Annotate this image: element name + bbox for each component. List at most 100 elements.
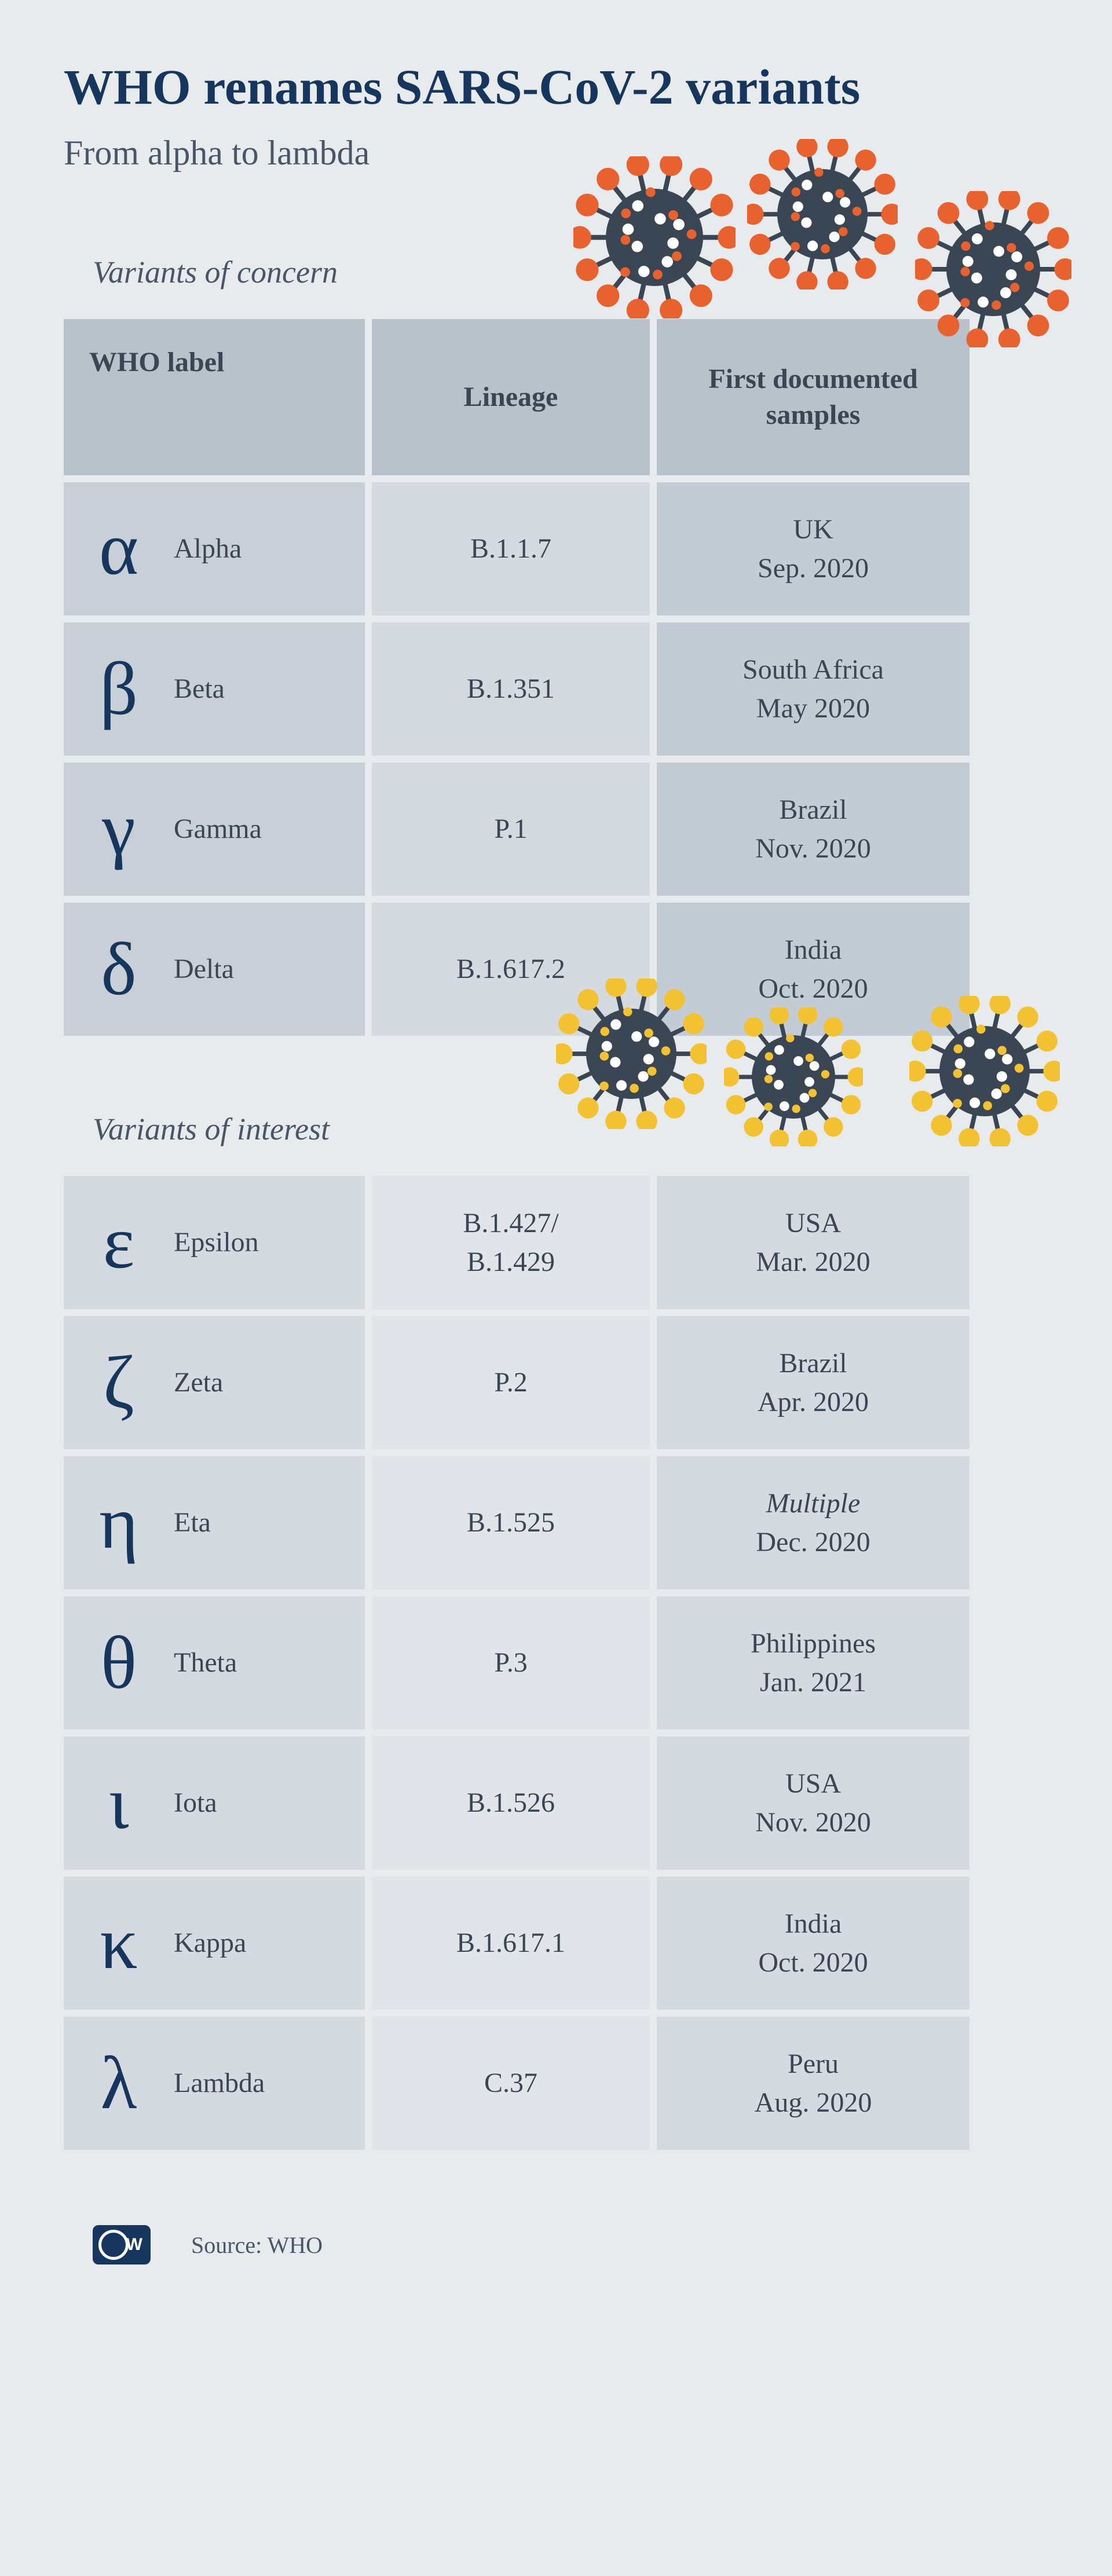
table-row: ι Iota B.1.526 USA Nov. 2020 xyxy=(64,1736,1048,1870)
greek-symbol: ε xyxy=(81,1205,156,1280)
cell-samples: USA Nov. 2020 xyxy=(657,1736,970,1870)
cell-lineage: P.2 xyxy=(372,1316,650,1449)
cell-label: γ Gamma xyxy=(64,763,365,896)
cell-lineage: C.37 xyxy=(372,2017,650,2150)
source-text: Source: WHO xyxy=(191,2231,323,2259)
sample-date: Mar. 2020 xyxy=(756,1243,870,1281)
col-header-lineage: Lineage xyxy=(372,319,650,475)
cell-lineage: B.1.525 xyxy=(372,1456,650,1589)
greek-symbol: θ xyxy=(81,1625,156,1701)
table-row: ε Epsilon B.1.427/B.1.429 USA Mar. 2020 xyxy=(64,1176,1048,1309)
variant-name: Gamma xyxy=(174,809,262,848)
sample-location: USA xyxy=(785,1204,841,1243)
cell-label: λ Lambda xyxy=(64,2017,365,2150)
section-label: Variants of concern xyxy=(93,254,1048,290)
cell-lineage: P.1 xyxy=(372,763,650,896)
variant-name: Lambda xyxy=(174,2064,265,2102)
variant-name: Beta xyxy=(174,669,225,708)
virus-icon xyxy=(724,1007,863,1146)
virus-icon xyxy=(747,139,898,290)
cell-label: θ Theta xyxy=(64,1596,365,1729)
dw-logo: W xyxy=(93,2225,151,2264)
variant-name: Zeta xyxy=(174,1363,223,1402)
sample-location: Multiple xyxy=(766,1484,861,1523)
variant-name: Kappa xyxy=(174,1923,246,1962)
cell-lineage: B.1.1.7 xyxy=(372,482,650,615)
cell-lineage: B.1.617.1 xyxy=(372,1877,650,2010)
cell-lineage: B.1.351 xyxy=(372,622,650,756)
table-row: θ Theta P.3 Philippines Jan. 2021 xyxy=(64,1596,1048,1729)
sample-location: Brazil xyxy=(779,790,847,829)
sample-date: May 2020 xyxy=(756,689,870,728)
cell-label: κ Kappa xyxy=(64,1877,365,2010)
sample-date: Sep. 2020 xyxy=(758,549,869,588)
table-row: γ Gamma P.1 Brazil Nov. 2020 xyxy=(64,763,1048,896)
footer: W Source: WHO xyxy=(93,2225,1048,2264)
greek-symbol: ζ xyxy=(81,1345,156,1420)
cell-label: α Alpha xyxy=(64,482,365,615)
cell-lineage: P.3 xyxy=(372,1596,650,1729)
cell-label: ζ Zeta xyxy=(64,1316,365,1449)
cell-label: δ Delta xyxy=(64,903,365,1036)
cell-label: ι Iota xyxy=(64,1736,365,1870)
greek-symbol: κ xyxy=(81,1906,156,1981)
cell-label: η Eta xyxy=(64,1456,365,1589)
cell-label: ε Epsilon xyxy=(64,1176,365,1309)
variant-table: WHO label Lineage First documented sampl… xyxy=(64,319,1048,1036)
sample-location: UK xyxy=(793,510,833,549)
sample-location: Peru xyxy=(788,2044,839,2083)
variant-name: Alpha xyxy=(174,529,242,568)
virus-icon xyxy=(915,191,1071,347)
greek-symbol: γ xyxy=(81,792,156,867)
greek-symbol: δ xyxy=(81,932,156,1007)
table-row: β Beta B.1.351 South Africa May 2020 xyxy=(64,622,1048,756)
table-row: κ Kappa B.1.617.1 India Oct. 2020 xyxy=(64,1877,1048,2010)
sample-date: Nov. 2020 xyxy=(755,1803,871,1842)
table-row: η Eta B.1.525 Multiple Dec. 2020 xyxy=(64,1456,1048,1589)
table-row: ζ Zeta P.2 Brazil Apr. 2020 xyxy=(64,1316,1048,1449)
table-header-row: WHO label Lineage First documented sampl… xyxy=(64,319,1048,475)
table-row: α Alpha B.1.1.7 UK Sep. 2020 xyxy=(64,482,1048,615)
page-title: WHO renames SARS-CoV-2 variants xyxy=(64,58,1048,116)
cell-samples: Peru Aug. 2020 xyxy=(657,2017,970,2150)
sample-location: Philippines xyxy=(751,1624,876,1663)
cell-samples: Multiple Dec. 2020 xyxy=(657,1456,970,1589)
greek-symbol: η xyxy=(81,1485,156,1560)
page-subtitle: From alpha to lambda xyxy=(64,133,1048,173)
cell-samples: Brazil Apr. 2020 xyxy=(657,1316,970,1449)
variant-name: Delta xyxy=(174,950,234,988)
greek-symbol: β xyxy=(81,651,156,727)
virus-icon xyxy=(909,996,1060,1146)
sample-date: Nov. 2020 xyxy=(755,829,871,868)
sample-date: Oct. 2020 xyxy=(758,969,868,1008)
variant-name: Eta xyxy=(174,1503,211,1542)
variant-name: Theta xyxy=(174,1643,237,1682)
sample-location: South Africa xyxy=(742,650,884,689)
cell-label: β Beta xyxy=(64,622,365,756)
col-header-label: WHO label xyxy=(64,319,365,475)
variant-table: ε Epsilon B.1.427/B.1.429 USA Mar. 2020 … xyxy=(64,1176,1048,2150)
sample-date: Dec. 2020 xyxy=(756,1523,870,1562)
sample-date: Jan. 2021 xyxy=(760,1663,866,1702)
sample-date: Aug. 2020 xyxy=(755,2083,872,2122)
sample-location: USA xyxy=(785,1764,841,1803)
greek-symbol: α xyxy=(81,511,156,587)
cell-lineage: B.1.427/B.1.429 xyxy=(372,1176,650,1309)
virus-icon xyxy=(573,156,736,318)
virus-icon xyxy=(556,979,707,1129)
cell-samples: Brazil Nov. 2020 xyxy=(657,763,970,896)
greek-symbol: ι xyxy=(81,1765,156,1841)
sample-location: India xyxy=(785,1904,842,1943)
variant-name: Iota xyxy=(174,1783,217,1822)
greek-symbol: λ xyxy=(81,2046,156,2121)
variant-name: Epsilon xyxy=(174,1223,259,1262)
cell-samples: South Africa May 2020 xyxy=(657,622,970,756)
table-row: λ Lambda C.37 Peru Aug. 2020 xyxy=(64,2017,1048,2150)
cell-samples: UK Sep. 2020 xyxy=(657,482,970,615)
sample-date: Oct. 2020 xyxy=(758,1943,868,1982)
cell-samples: India Oct. 2020 xyxy=(657,1877,970,2010)
cell-lineage: B.1.526 xyxy=(372,1736,650,1870)
sample-location: Brazil xyxy=(779,1344,847,1383)
sample-location: India xyxy=(785,930,842,969)
cell-samples: Philippines Jan. 2021 xyxy=(657,1596,970,1729)
